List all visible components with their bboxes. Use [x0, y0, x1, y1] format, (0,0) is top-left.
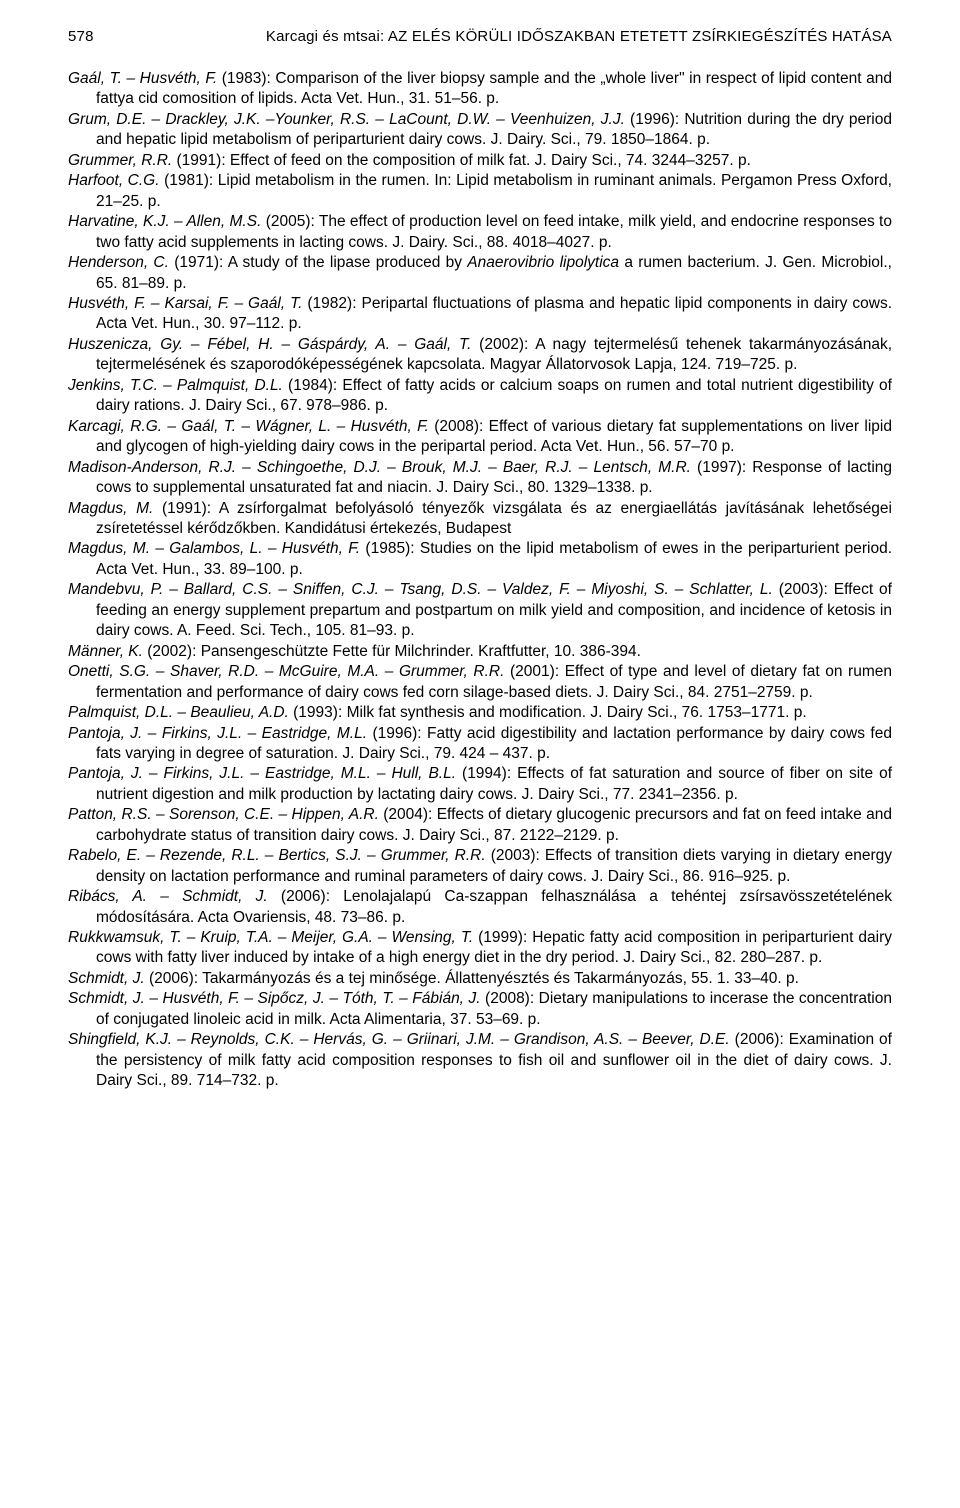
reference-entry: Pantoja, J. – Firkins, J.L. – Eastridge,…: [68, 724, 892, 765]
reference-entry: Ribács, A. – Schmidt, J. (2006): Lenolaj…: [68, 887, 892, 928]
reference-entry: Onetti, S.G. – Shaver, R.D. – McGuire, M…: [68, 662, 892, 703]
reference-entry: Harfoot, C.G. (1981): Lipid metabolism i…: [68, 171, 892, 212]
reference-entry: Jenkins, T.C. – Palmquist, D.L. (1984): …: [68, 376, 892, 417]
reference-authors: Rukkwamsuk, T. – Kruip, T.A. – Meijer, G…: [68, 929, 473, 946]
reference-authors: Gaál, T. – Husvéth, F.: [68, 70, 217, 87]
reference-authors: Grummer, R.R.: [68, 152, 172, 169]
reference-entry: Huszenicza, Gy. – Fébel, H. – Gáspárdy, …: [68, 335, 892, 376]
reference-authors: Magdus, M. – Galambos, L. – Husvéth, F.: [68, 540, 360, 557]
reference-entry: Husvéth, F. – Karsai, F. – Gaál, T. (198…: [68, 294, 892, 335]
reference-authors: Rabelo, E. – Rezende, R.L. – Bertics, S.…: [68, 847, 486, 864]
reference-authors: Pantoja, J. – Firkins, J.L. – Eastridge,…: [68, 765, 456, 782]
reference-entry: Magdus, M. (1991): A zsírforgalmat befol…: [68, 499, 892, 540]
reference-text: (1981): Lipid metabolism in the rumen. I…: [96, 172, 892, 209]
reference-authors: Patton, R.S. – Sorenson, C.E. – Hippen, …: [68, 806, 379, 823]
reference-authors: Männer, K.: [68, 643, 143, 660]
reference-entry: Pantoja, J. – Firkins, J.L. – Eastridge,…: [68, 764, 892, 805]
references-list: Gaál, T. – Husvéth, F. (1983): Compariso…: [68, 69, 892, 1092]
reference-text: (1971): A study of the lipase produced b…: [96, 254, 892, 291]
reference-entry: Magdus, M. – Galambos, L. – Husvéth, F. …: [68, 539, 892, 580]
reference-entry: Harvatine, K.J. – Allen, M.S. (2005): Th…: [68, 212, 892, 253]
reference-entry: Männer, K. (2002): Pansengeschützte Fett…: [68, 642, 892, 662]
reference-authors: Palmquist, D.L. – Beaulieu, A.D.: [68, 704, 289, 721]
reference-authors: Jenkins, T.C. – Palmquist, D.L.: [68, 377, 283, 394]
reference-text: (1991): A zsírforgalmat befolyásoló tény…: [96, 500, 892, 537]
reference-entry: Schmidt, J. – Husvéth, F. – Sipőcz, J. –…: [68, 989, 892, 1030]
reference-authors: Henderson, C.: [68, 254, 169, 271]
reference-authors: Grum, D.E. – Drackley, J.K. –Younker, R.…: [68, 111, 625, 128]
reference-authors: Shingfield, K.J. – Reynolds, C.K. – Herv…: [68, 1031, 730, 1048]
reference-authors: Ribács, A. – Schmidt, J.: [68, 888, 268, 905]
reference-authors: Madison-Anderson, R.J. – Schingoethe, D.…: [68, 459, 691, 476]
page-content: 578 Karcagi és mtsai: AZ ELÉS KÖRÜLI IDŐ…: [0, 0, 960, 1120]
reference-entry: Madison-Anderson, R.J. – Schingoethe, D.…: [68, 458, 892, 499]
reference-entry: Shingfield, K.J. – Reynolds, C.K. – Herv…: [68, 1030, 892, 1091]
reference-authors: Harfoot, C.G.: [68, 172, 160, 189]
reference-text: (2002): Pansengeschützte Fette für Milch…: [143, 643, 641, 660]
reference-entry: Henderson, C. (1971): A study of the lip…: [68, 253, 892, 294]
reference-entry: Gaál, T. – Husvéth, F. (1983): Compariso…: [68, 69, 892, 110]
reference-text: (1993): Milk fat synthesis and modificat…: [289, 704, 807, 721]
reference-entry: Mandebvu, P. – Ballard, C.S. – Sniffen, …: [68, 580, 892, 641]
reference-authors: Onetti, S.G. – Shaver, R.D. – McGuire, M…: [68, 663, 504, 680]
reference-authors: Karcagi, R.G. – Gaál, T. – Wágner, L. – …: [68, 418, 429, 435]
reference-authors: Schmidt, J. – Husvéth, F. – Sipőcz, J. –…: [68, 990, 481, 1007]
reference-entry: Grummer, R.R. (1991): Effect of feed on …: [68, 151, 892, 171]
reference-authors: Magdus, M.: [68, 500, 153, 517]
reference-authors: Harvatine, K.J. – Allen, M.S.: [68, 213, 261, 230]
reference-entry: Grum, D.E. – Drackley, J.K. –Younker, R.…: [68, 110, 892, 151]
page-header: 578 Karcagi és mtsai: AZ ELÉS KÖRÜLI IDŐ…: [68, 28, 892, 45]
reference-authors: Pantoja, J. – Firkins, J.L. – Eastridge,…: [68, 725, 367, 742]
reference-text: (2006): Takarmányozás és a tej minősége.…: [145, 970, 799, 987]
running-title: Karcagi és mtsai: AZ ELÉS KÖRÜLI IDŐSZAK…: [266, 28, 892, 45]
reference-entry: Palmquist, D.L. – Beaulieu, A.D. (1993):…: [68, 703, 892, 723]
reference-authors: Mandebvu, P. – Ballard, C.S. – Sniffen, …: [68, 581, 773, 598]
reference-authors: Husvéth, F. – Karsai, F. – Gaál, T.: [68, 295, 302, 312]
reference-authors: Schmidt, J.: [68, 970, 145, 987]
reference-entry: Rukkwamsuk, T. – Kruip, T.A. – Meijer, G…: [68, 928, 892, 969]
reference-entry: Schmidt, J. (2006): Takarmányozás és a t…: [68, 969, 892, 989]
reference-text: (1991): Effect of feed on the compositio…: [172, 152, 751, 169]
page-number: 578: [68, 28, 94, 45]
reference-entry: Patton, R.S. – Sorenson, C.E. – Hippen, …: [68, 805, 892, 846]
reference-authors: Huszenicza, Gy. – Fébel, H. – Gáspárdy, …: [68, 336, 471, 353]
reference-entry: Rabelo, E. – Rezende, R.L. – Bertics, S.…: [68, 846, 892, 887]
reference-entry: Karcagi, R.G. – Gaál, T. – Wágner, L. – …: [68, 417, 892, 458]
